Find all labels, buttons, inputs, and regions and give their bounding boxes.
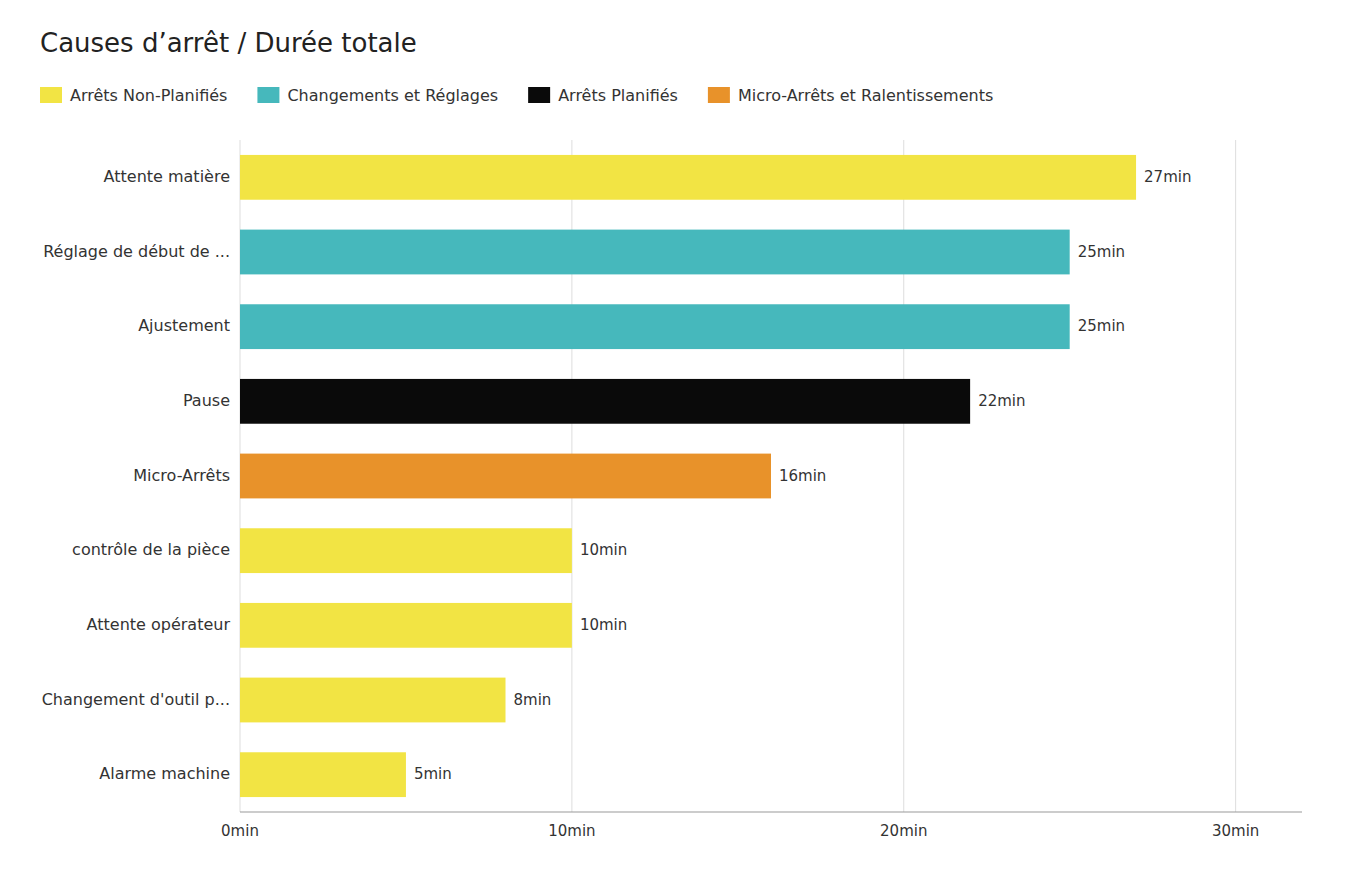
y-tick-label: Attente opérateur	[87, 615, 231, 634]
data-label: 5min	[414, 765, 452, 783]
legend-label: Micro-Arrêts et Ralentissements	[738, 86, 993, 105]
y-tick-label: Changement d'outil p...	[42, 690, 230, 709]
y-tick-label: Alarme machine	[99, 764, 230, 783]
legend-label: Arrêts Non-Planifiés	[70, 86, 227, 105]
data-label: 10min	[580, 541, 627, 559]
bar	[240, 304, 1070, 349]
data-label: 16min	[779, 467, 826, 485]
y-tick-label: Micro-Arrêts	[133, 466, 230, 485]
chart: Causes d’arrêt / Durée totale Arrêts Non-…	[0, 0, 1372, 882]
data-labels: 27min 10min 10min 8min 5min 25min 25min 22min 16…	[414, 168, 1192, 783]
y-tick-label: Attente matière	[104, 167, 230, 186]
bar	[240, 603, 572, 648]
bar	[240, 454, 771, 499]
bar	[240, 379, 970, 424]
bar	[240, 528, 572, 573]
data-label: 27min	[1144, 168, 1191, 186]
y-axis: Attente matière Réglage de début de ... Aj…	[42, 167, 231, 783]
bar	[240, 678, 506, 723]
bar	[240, 752, 406, 797]
x-tick-label: 10min	[548, 822, 595, 840]
x-tick-label: 30min	[1212, 822, 1259, 840]
bars	[240, 155, 1136, 797]
data-label: 25min	[1078, 243, 1125, 261]
x-axis: 0min 10min 20min 30min	[221, 812, 1302, 840]
title: Causes d’arrêt / Durée totale	[40, 28, 417, 58]
bar	[240, 230, 1070, 275]
data-label: 22min	[978, 392, 1025, 410]
legend-swatch	[528, 87, 550, 103]
legend-swatch	[708, 87, 730, 103]
bar	[240, 155, 1136, 200]
x-tick-label: 0min	[221, 822, 259, 840]
data-label: 10min	[580, 616, 627, 634]
grid	[240, 140, 1236, 812]
background	[0, 0, 1372, 882]
x-tick-label: 20min	[880, 822, 927, 840]
axis-line	[240, 812, 1302, 813]
legend-swatch	[40, 87, 62, 103]
legend-label: Changements et Réglages	[287, 86, 498, 105]
legend: Arrêts Non-Planifiés Changements et Régla…	[40, 86, 993, 105]
grid-line	[1235, 140, 1236, 812]
legend-label: Arrêts Planifiés	[558, 86, 678, 105]
data-label: 8min	[514, 691, 552, 709]
y-tick-label: contrôle de la pièce	[72, 540, 230, 559]
y-tick-label: Pause	[183, 391, 230, 410]
legend-swatch	[257, 87, 279, 103]
y-tick-label: Réglage de début de ...	[43, 242, 230, 261]
data-label: 25min	[1078, 317, 1125, 335]
y-tick-label: Ajustement	[138, 316, 230, 335]
